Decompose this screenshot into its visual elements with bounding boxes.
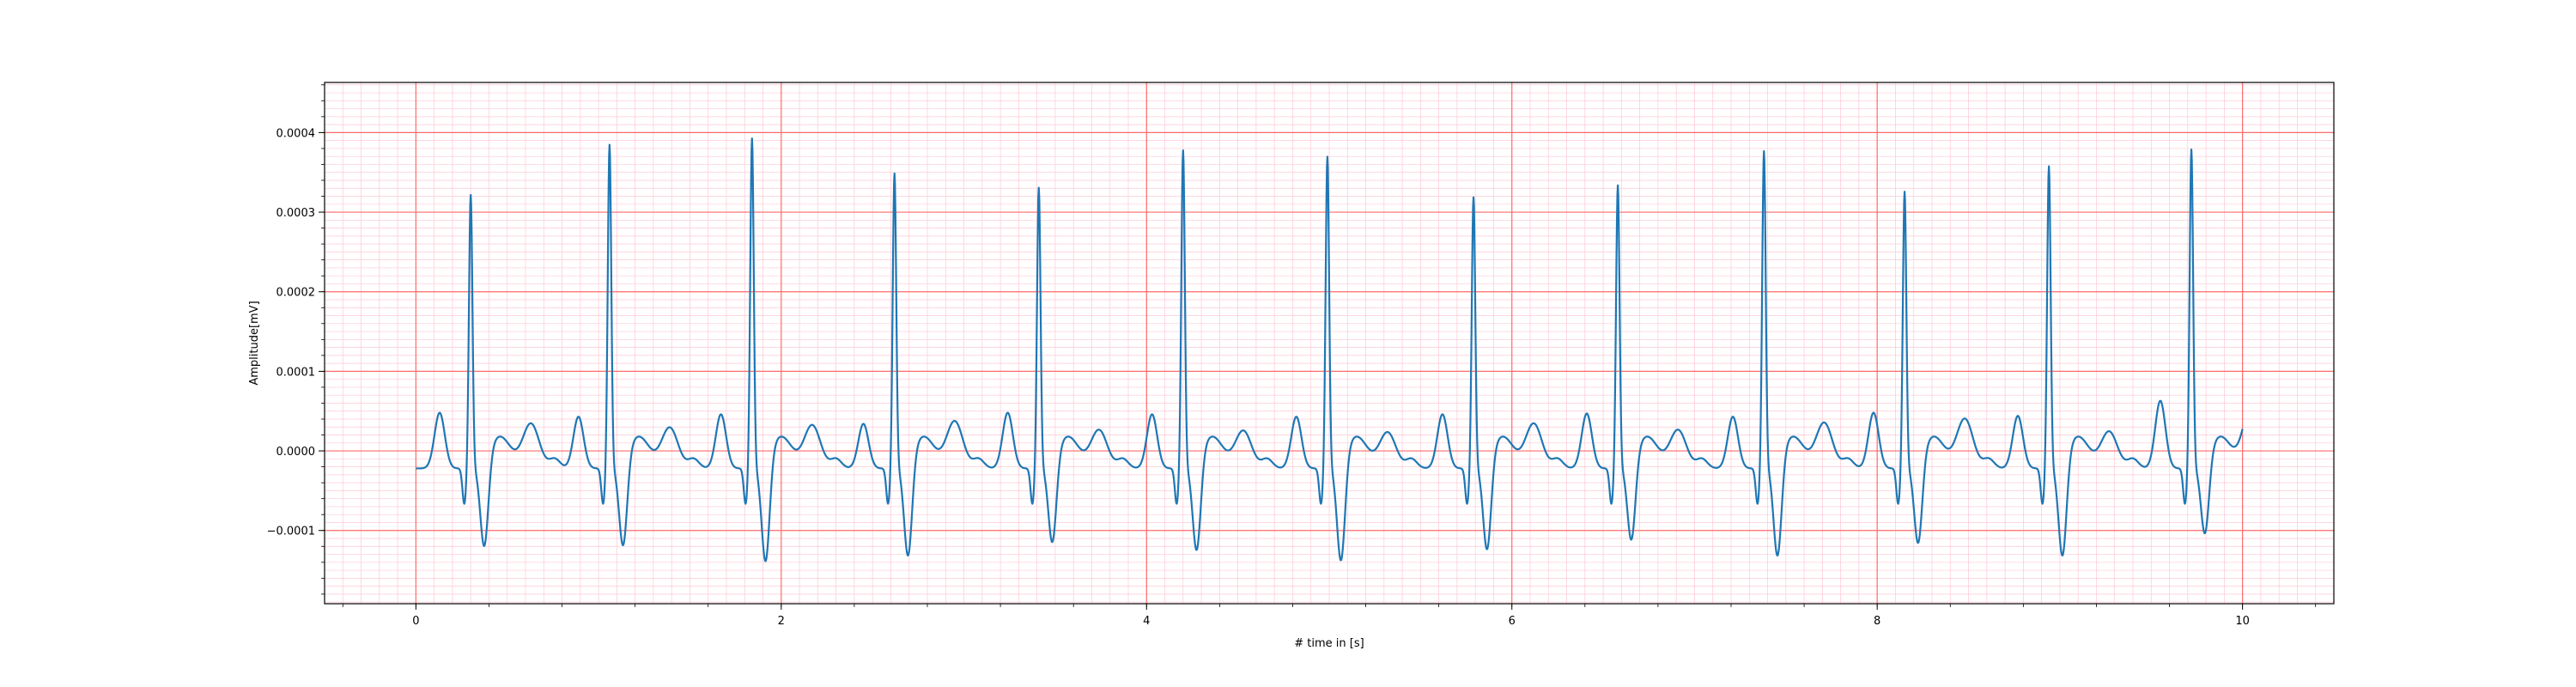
x-tick-label: 6: [1509, 615, 1516, 628]
plot-frame: [324, 82, 2335, 605]
y-axis-label: Amplitude[mV]: [248, 301, 261, 385]
x-tick-label: 10: [2235, 615, 2250, 628]
x-tick-label: 8: [1874, 615, 1880, 628]
y-tick-label: 0.0000: [276, 446, 316, 459]
x-tick-label: 0: [412, 615, 419, 628]
y-tick-label: −0.0001: [267, 526, 315, 538]
y-tick-label: 0.0004: [276, 127, 316, 140]
x-tick-label: 2: [778, 615, 785, 628]
y-tick-label: 0.0001: [276, 366, 316, 379]
y-tick-label: 0.0002: [276, 287, 316, 300]
ecg-signal-line: [415, 137, 2244, 562]
y-tick-label: 0.0003: [276, 207, 316, 220]
ticks-group: 0 2 4 6 8 10 −0.0001 0.0000 0.0001 0.0002 0.0003 0.…: [267, 84, 2317, 628]
series-group: [415, 137, 2244, 562]
x-tick-label: 4: [1143, 615, 1150, 628]
x-axis-label: # time in [s]: [1294, 637, 1364, 650]
